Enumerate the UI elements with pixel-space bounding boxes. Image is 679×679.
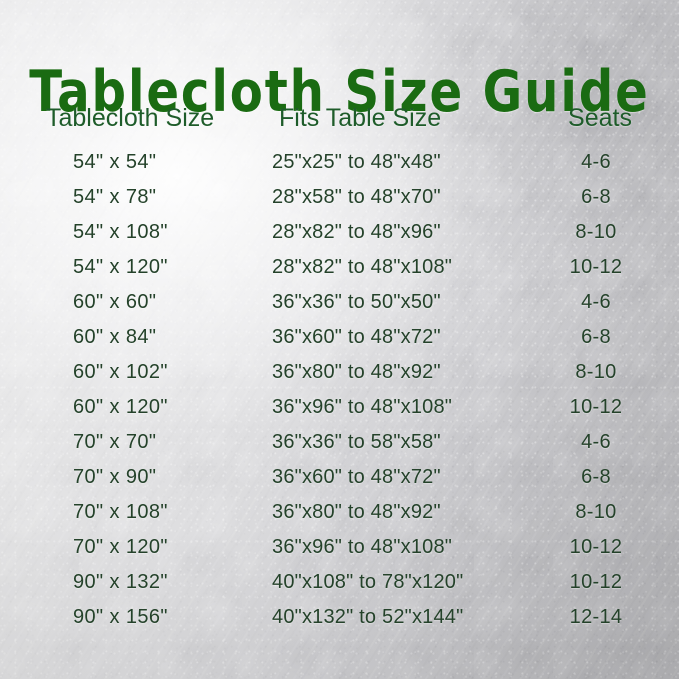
cell-tablecloth-size: 54" x 78" — [73, 186, 157, 208]
cell-fits-table-size: 36"x80" to 48"x92" — [272, 501, 441, 523]
cell-seats: 12-14 — [569, 606, 623, 628]
cell-tablecloth-size: 70" x 120" — [73, 536, 168, 558]
table-row: 54" x 120" 28"x82" to 48"x108" 10-12 — [0, 250, 679, 285]
cell-seats: 6-8 — [581, 186, 611, 208]
cell-seats: 6-8 — [581, 326, 611, 348]
cell-fits-table-size: 36"x96" to 48"x108" — [272, 396, 453, 418]
cell-tablecloth-size: 60" x 84" — [73, 326, 157, 348]
cell-tablecloth-size: 70" x 70" — [73, 431, 157, 453]
cell-fits-table-size: 36"x60" to 48"x72" — [272, 326, 441, 348]
cell-tablecloth-size: 60" x 120" — [73, 396, 168, 418]
table-row: 70" x 90" 36"x60" to 48"x72" 6-8 — [0, 460, 679, 495]
table-body: 54" x 54" 25"x25" to 48"x48" 4-6 54" x 78" 2… — [0, 145, 679, 635]
cell-seats: 10-12 — [569, 536, 623, 558]
table-row: 60" x 120" 36"x96" to 48"x108" 10-12 — [0, 390, 679, 425]
cell-fits-table-size: 40"x108" to 78"x120" — [272, 571, 464, 593]
table-row: 70" x 70" 36"x36" to 58"x58" 4-6 — [0, 425, 679, 460]
cell-tablecloth-size: 70" x 90" — [73, 466, 157, 488]
table-header: Tablecloth Size Fits Table Size Seats — [0, 103, 679, 145]
cell-tablecloth-size: 60" x 102" — [73, 361, 168, 383]
cell-fits-table-size: 36"x60" to 48"x72" — [272, 466, 441, 488]
cell-fits-table-size: 40"x132" to 52"x144" — [272, 606, 464, 628]
cell-seats: 4-6 — [581, 431, 611, 453]
cell-fits-table-size: 36"x96" to 48"x108" — [272, 536, 453, 558]
table-row: 70" x 120" 36"x96" to 48"x108" 10-12 — [0, 530, 679, 565]
table-row: 60" x 60" 36"x36" to 50"x50" 4-6 — [0, 285, 679, 320]
cell-seats: 6-8 — [581, 466, 611, 488]
cell-fits-table-size: 25"x25" to 48"x48" — [272, 151, 441, 173]
cell-seats: 8-10 — [575, 361, 617, 383]
cell-fits-table-size: 28"x82" to 48"x108" — [272, 256, 453, 278]
table-header-row: Tablecloth Size Fits Table Size Seats — [0, 103, 679, 145]
table-row: 70" x 108" 36"x80" to 48"x92" 8-10 — [0, 495, 679, 530]
table-row: 54" x 78" 28"x58" to 48"x70" 6-8 — [0, 180, 679, 215]
table-row: 54" x 108" 28"x82" to 48"x96" 8-10 — [0, 215, 679, 250]
cell-seats: 4-6 — [581, 151, 611, 173]
cell-tablecloth-size: 54" x 54" — [73, 151, 157, 173]
column-header-fits-table-size: Fits Table Size — [279, 104, 442, 132]
table-row: 54" x 54" 25"x25" to 48"x48" 4-6 — [0, 145, 679, 180]
cell-tablecloth-size: 54" x 120" — [73, 256, 168, 278]
table-row: 90" x 156" 40"x132" to 52"x144" 12-14 — [0, 600, 679, 635]
cell-tablecloth-size: 60" x 60" — [73, 291, 157, 313]
cell-fits-table-size: 28"x82" to 48"x96" — [272, 221, 441, 243]
cell-seats: 10-12 — [569, 396, 623, 418]
cell-tablecloth-size: 90" x 156" — [73, 606, 168, 628]
column-header-tablecloth-size: Tablecloth Size — [46, 104, 215, 132]
size-guide-table: Tablecloth Size Fits Table Size Seats 54… — [0, 103, 679, 635]
cell-seats: 8-10 — [575, 501, 617, 523]
cell-tablecloth-size: 90" x 132" — [73, 571, 168, 593]
table-row: 90" x 132" 40"x108" to 78"x120" 10-12 — [0, 565, 679, 600]
table-row: 60" x 84" 36"x60" to 48"x72" 6-8 — [0, 320, 679, 355]
cell-seats: 10-12 — [569, 571, 623, 593]
cell-fits-table-size: 28"x58" to 48"x70" — [272, 186, 441, 208]
column-header-seats: Seats — [568, 104, 632, 132]
cell-tablecloth-size: 70" x 108" — [73, 501, 168, 523]
cell-fits-table-size: 36"x80" to 48"x92" — [272, 361, 441, 383]
table-row: 60" x 102" 36"x80" to 48"x92" 8-10 — [0, 355, 679, 390]
cell-tablecloth-size: 54" x 108" — [73, 221, 168, 243]
cell-fits-table-size: 36"x36" to 50"x50" — [272, 291, 441, 313]
cell-seats: 4-6 — [581, 291, 611, 313]
cell-fits-table-size: 36"x36" to 58"x58" — [272, 431, 441, 453]
cell-seats: 8-10 — [575, 221, 617, 243]
cell-seats: 10-12 — [569, 256, 623, 278]
